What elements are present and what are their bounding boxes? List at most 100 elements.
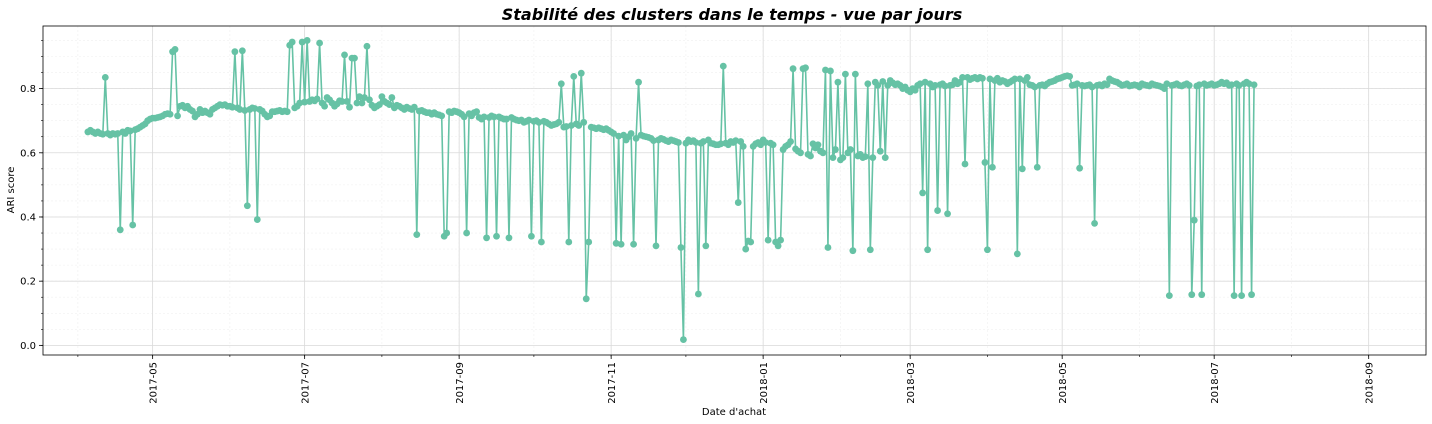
data-point [1103,81,1111,89]
data-point [577,69,585,77]
data-point [869,154,877,162]
data-point [346,103,353,111]
data-point [585,238,593,246]
data-point [861,153,869,161]
data-point [351,54,358,62]
data-point [288,38,296,46]
x-tick-label: 2018-03 [906,362,917,404]
y-axis-ticks: 0.0 0.2 0.4 0.6 0.8 [20,40,43,352]
data-point [846,146,854,153]
data-point [537,238,545,246]
data-point [580,118,588,126]
data-point [463,229,471,237]
data-point [834,78,842,86]
data-point [1238,292,1245,300]
data-point [866,246,874,254]
data-point [493,232,500,240]
data-point [694,290,702,298]
data-point [99,130,107,138]
data-point [101,73,109,81]
data-point [1033,163,1041,171]
data-point [959,73,966,81]
data-point [874,81,882,89]
data-point [555,118,563,126]
data-point [238,47,246,55]
data-point [388,94,396,101]
data-point [438,112,446,120]
data-point [353,99,361,107]
data-point [366,96,373,104]
data-point [931,81,939,89]
data-point [253,216,261,223]
chart-title: Stabilité des clusters dans le temps - v… [502,5,963,24]
data-point [675,139,682,146]
data-point [802,64,809,72]
data-point [116,226,124,234]
data-point [358,99,366,107]
data-point [1091,220,1098,227]
data-point [490,113,498,121]
y-tick-label: 0.2 [20,277,36,288]
data-point [924,246,932,254]
data-point [762,139,770,146]
data-point [979,74,986,82]
data-point [919,189,927,197]
x-tick-label: 2017-05 [149,362,160,404]
x-tick-label: 2018-01 [759,362,770,404]
data-point [839,154,847,162]
data-point [769,141,777,149]
data-point [635,78,642,86]
data-point [832,146,839,153]
data-point [849,247,857,255]
data-point [1023,73,1031,81]
data-point [528,232,535,240]
data-point [1250,81,1258,89]
data-point [876,147,884,155]
x-tick-label: 2018-09 [1365,362,1376,404]
data-point [343,98,351,105]
data-point [827,67,834,75]
data-point [787,138,794,145]
data-point [824,244,832,251]
data-point [617,240,625,248]
x-tick-label: 2017-11 [607,362,618,404]
data-point [443,229,451,237]
data-point [734,199,742,206]
data-point [692,139,700,146]
data-point [1190,216,1198,224]
data-point [505,234,513,242]
data-point [565,238,573,246]
data-point [575,122,583,129]
data-point [171,46,179,53]
data-point [1198,291,1206,299]
data-point [789,65,797,73]
data-point [1165,292,1173,300]
data-point [1013,250,1021,258]
data-point [483,234,490,242]
data-point [747,238,755,246]
data-point [303,37,311,44]
data-point [480,113,488,121]
data-point [807,152,814,160]
data-point [410,103,418,111]
data-point [652,242,660,250]
data-point [473,108,480,116]
data-point [231,48,239,56]
data-point [702,242,710,250]
data-point [1066,72,1074,80]
data-point [1076,164,1084,172]
data-point [774,242,782,250]
data-point [316,39,323,47]
data-point [961,160,969,168]
data-point [376,101,383,109]
data-point [129,221,137,229]
data-point [557,80,565,88]
data-point [680,336,687,343]
series-layer [84,37,1258,343]
data-point [1185,81,1193,89]
data-point [413,231,421,239]
data-point [981,159,989,166]
data-point [881,154,889,162]
